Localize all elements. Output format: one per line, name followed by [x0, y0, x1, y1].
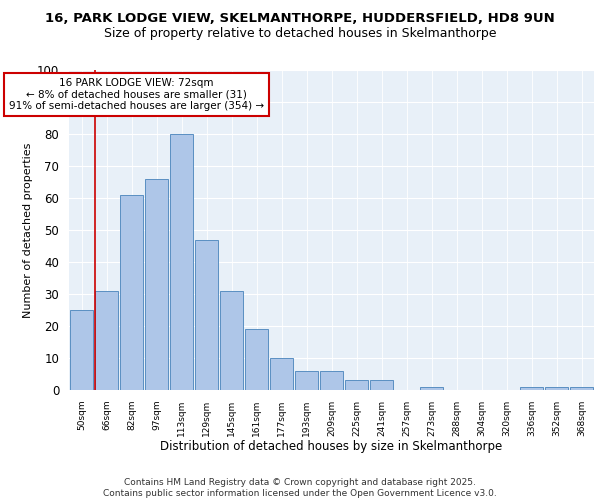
Bar [370, 380, 393, 390]
Text: 16 PARK LODGE VIEW: 72sqm
← 8% of detached houses are smaller (31)
91% of semi-d: 16 PARK LODGE VIEW: 72sqm ← 8% of detach… [9, 78, 264, 111]
Bar [195, 240, 218, 390]
Bar [320, 371, 343, 390]
Bar [420, 387, 443, 390]
Bar [545, 387, 568, 390]
Bar [220, 291, 243, 390]
Text: 16, PARK LODGE VIEW, SKELMANTHORPE, HUDDERSFIELD, HD8 9UN: 16, PARK LODGE VIEW, SKELMANTHORPE, HUDD… [45, 12, 555, 26]
Text: Contains HM Land Registry data © Crown copyright and database right 2025.
Contai: Contains HM Land Registry data © Crown c… [103, 478, 497, 498]
Bar [145, 179, 168, 390]
X-axis label: Distribution of detached houses by size in Skelmanthorpe: Distribution of detached houses by size … [160, 440, 503, 454]
Bar [70, 310, 93, 390]
Bar [520, 387, 543, 390]
Bar [95, 291, 118, 390]
Y-axis label: Number of detached properties: Number of detached properties [23, 142, 33, 318]
Bar [295, 371, 318, 390]
Text: Size of property relative to detached houses in Skelmanthorpe: Size of property relative to detached ho… [104, 28, 496, 40]
Bar [270, 358, 293, 390]
Bar [170, 134, 193, 390]
Bar [120, 195, 143, 390]
Bar [345, 380, 368, 390]
Bar [570, 387, 593, 390]
Bar [245, 329, 268, 390]
